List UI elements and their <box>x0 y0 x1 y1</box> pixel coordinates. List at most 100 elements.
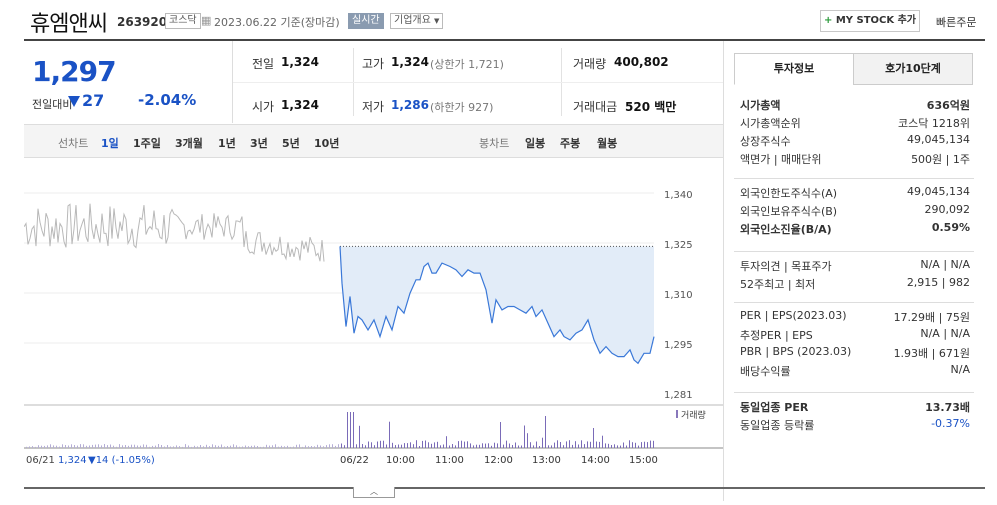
volume-bar <box>107 445 108 448</box>
info-row: 외국인소진율(B/A) 0.59% <box>740 221 970 239</box>
stock-title: 휴엠앤씨 <box>30 12 108 37</box>
x-axis: 06/22 10:00 11:00 12:00 13:00 14:00 15:00 <box>340 455 658 466</box>
volume-bar <box>416 440 417 448</box>
stock-code: 263920 <box>117 15 168 29</box>
volume-bar <box>473 445 474 448</box>
info-key: 52주최고 | 최저 <box>740 278 816 291</box>
divider <box>24 487 985 489</box>
volume-bar <box>455 445 456 448</box>
candle-day[interactable]: 일봉 <box>525 137 546 150</box>
volume-bar <box>488 443 489 448</box>
volume-bar <box>437 441 438 448</box>
volume-bar <box>323 446 324 448</box>
volume-bar <box>482 443 483 448</box>
period-3m[interactable]: 3개월 <box>175 137 203 150</box>
volume-bar <box>632 442 633 448</box>
info-key: 시가총액순위 <box>740 117 801 130</box>
volume-bar <box>446 436 447 448</box>
volume-bar <box>641 442 642 448</box>
volume-bar <box>158 444 159 448</box>
candle-week[interactable]: 주봉 <box>560 137 581 150</box>
volume-bar <box>329 444 330 448</box>
high-value: 1,324 <box>391 55 429 69</box>
volume-bar <box>563 445 564 448</box>
volume-bar <box>428 442 429 448</box>
volume-bar <box>212 444 213 448</box>
volume-bar <box>422 440 423 448</box>
candle-month[interactable]: 월봉 <box>597 137 618 150</box>
volume-bar <box>509 443 510 448</box>
volume-bar <box>188 445 189 448</box>
period-1d[interactable]: 1일 <box>101 137 119 150</box>
volume-bar <box>197 446 198 448</box>
volume-bar <box>572 444 573 448</box>
volume-bar <box>647 442 648 448</box>
volume-bar <box>266 444 267 448</box>
corp-info-dropdown[interactable]: 기업개요 ▼ <box>390 13 444 29</box>
prev-value: 1,324 <box>281 55 319 69</box>
info-row: 액면가 | 매매단위 500원 | 1주 <box>740 151 970 169</box>
volume-bar <box>245 445 246 448</box>
volume-bar <box>308 446 309 448</box>
volume-bar <box>431 443 432 448</box>
volume-bar <box>287 445 288 448</box>
volume-bar <box>149 446 150 448</box>
divider <box>734 302 974 303</box>
volume-bar <box>209 446 210 448</box>
volume-bar <box>593 428 594 448</box>
info-row: 외국인한도주식수(A) 49,045,134 <box>740 185 970 203</box>
volume-bar <box>71 444 72 448</box>
volume-bar <box>596 441 597 448</box>
volume-bar <box>569 440 570 448</box>
volume-bar <box>161 445 162 448</box>
volume-bar <box>164 446 165 448</box>
volume-bar <box>530 442 531 448</box>
volume-bar <box>113 445 114 448</box>
volume-bar <box>326 445 327 448</box>
volume-bar <box>263 446 264 448</box>
volume-bar <box>146 444 147 448</box>
period-10y[interactable]: 10년 <box>314 137 340 150</box>
down-triangle-icon <box>68 96 80 107</box>
period-1w[interactable]: 1주일 <box>133 137 161 150</box>
amount-value: 520 백만 <box>625 100 677 114</box>
lower-limit: (하한가 927) <box>430 101 494 114</box>
period-3y[interactable]: 3년 <box>250 137 268 150</box>
quick-order-link[interactable]: 빠른주문 <box>936 16 977 29</box>
volume-bar <box>95 444 96 448</box>
volume-bar <box>623 442 624 448</box>
volume-bar <box>347 412 348 448</box>
volume-bar <box>440 445 441 448</box>
mystock-add-button[interactable]: + MY STOCK 추가 <box>820 10 920 32</box>
volume-bar <box>452 444 453 448</box>
tab-orderbook[interactable]: 호가10단계 <box>853 53 973 85</box>
info-row: 배당수익률 N/A <box>740 363 970 381</box>
period-5y[interactable]: 5년 <box>282 137 300 150</box>
volume-bar <box>359 425 360 448</box>
volume-bar <box>578 444 579 448</box>
realtime-button[interactable]: 실시간 <box>348 13 384 29</box>
period-1y[interactable]: 1년 <box>218 137 236 150</box>
volume-bar <box>407 443 408 448</box>
volume-legend-mark <box>676 410 678 418</box>
volume-bar <box>167 445 168 448</box>
collapse-button[interactable]: ︿ <box>353 487 395 498</box>
volume-bar <box>392 442 393 448</box>
info-key: PBR | BPS (2023.03) <box>740 345 852 358</box>
volume-bar <box>260 446 261 448</box>
volume-bar <box>524 425 525 448</box>
tab-invest-info[interactable]: 투자정보 <box>734 53 854 85</box>
volume-bar <box>587 441 588 448</box>
info-key: 추정PER | EPS <box>740 329 813 342</box>
volume-bar <box>26 446 27 448</box>
volume-bar <box>458 441 459 448</box>
info-key: 액면가 | 매매단위 <box>740 153 822 166</box>
volume-bar <box>221 444 222 448</box>
volume-bar <box>74 445 75 448</box>
volume-bar <box>653 440 654 448</box>
volume-bar <box>581 440 582 448</box>
volume-bar <box>590 441 591 448</box>
info-row: PBR | BPS (2023.03) 1.93배 | 671원 <box>740 345 970 363</box>
upper-limit: (상한가 1,721) <box>430 58 504 71</box>
volume-bar <box>32 446 33 448</box>
